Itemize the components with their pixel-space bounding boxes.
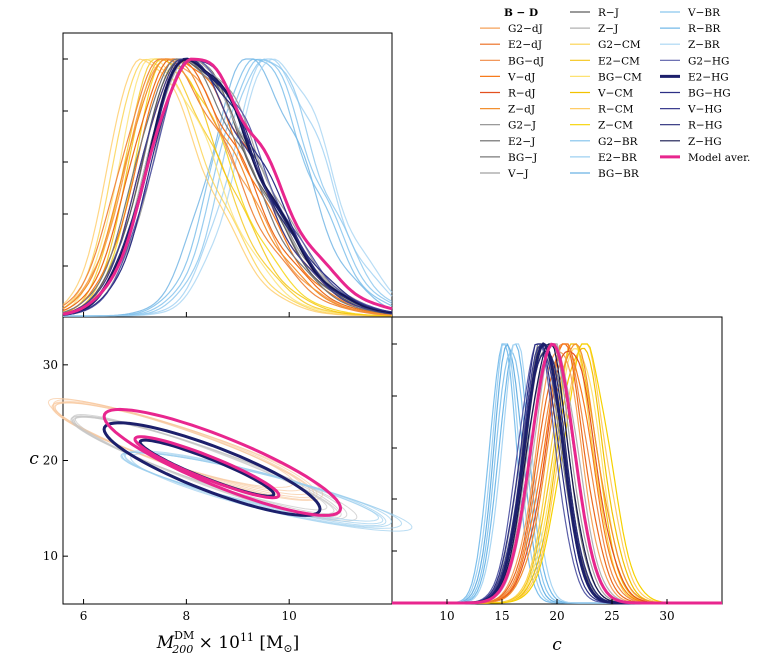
legend-label-z-br: Z−BR <box>688 39 721 51</box>
mass-curve-z-hg <box>62 58 393 316</box>
legend-label-r-dj: R−dJ <box>508 88 536 100</box>
joint-contour-group <box>47 398 413 532</box>
axis-ticks: 6 8 10 10 20 30 10 15 20 25 30 <box>43 58 675 623</box>
mass-curve-bg-cm <box>62 58 393 317</box>
c-xtick-label-30: 30 <box>659 609 674 623</box>
joint-xtick-label-6: 6 <box>80 609 88 623</box>
legend-label-e2-br: E2−BR <box>598 152 638 164</box>
legend-label-e2-dj: E2−dJ <box>508 39 542 51</box>
mass-curve-bg-dj <box>62 58 393 316</box>
legend-title: B − D <box>504 7 538 19</box>
contour-model-aver-inner <box>133 435 281 500</box>
mass-marginal-curves <box>62 57 393 317</box>
legend-label-z-j: Z−J <box>598 23 618 35</box>
legend-label-r-cm: R−CM <box>598 104 634 116</box>
legend-label-r-hg: R−HG <box>688 120 722 132</box>
contour-dj-cm-outer-4 <box>51 402 318 500</box>
legend-label-v-br: V−BR <box>687 7 721 19</box>
joint-ytick-label-20: 20 <box>43 454 58 468</box>
contour-e2-hg-outer <box>102 421 322 517</box>
mass-curve-e2-dj <box>62 58 393 316</box>
c-curve-cm-3 <box>392 347 722 604</box>
legend-label-e2-cm: E2−CM <box>598 55 640 67</box>
c-xtick-label-15: 15 <box>494 609 509 623</box>
legend-label-g2-br: G2−BR <box>598 136 639 148</box>
legend-label-model-aver-: Model aver. <box>688 152 750 164</box>
contour-j-outer-3 <box>70 416 342 519</box>
joint-xtick-label-10: 10 <box>282 609 297 623</box>
legend-label-r-j: R−J <box>598 7 619 19</box>
c-xtick-label-20: 20 <box>549 609 564 623</box>
contour-br-outer-5 <box>130 452 413 532</box>
x-axis-label-c: c <box>552 635 562 655</box>
legend-label-r-br: R−BR <box>688 23 721 35</box>
contour-j-outer-2 <box>72 416 339 517</box>
joint-ytick-label-30: 30 <box>43 358 58 372</box>
legend-label-g2-hg: G2−HG <box>688 55 729 67</box>
mass-curve-r-cm <box>62 58 392 317</box>
legend-label-z-cm: Z−CM <box>598 120 633 132</box>
mass-curve-z-cm <box>62 58 393 317</box>
concentration-marginal-curves <box>392 342 722 605</box>
contour-j-outer-5 <box>74 415 358 522</box>
legend-label-v-j: V−J <box>507 168 529 180</box>
joint-xtick-label-8: 8 <box>183 609 191 623</box>
mass-curve-bg-j <box>62 58 393 315</box>
mass-curve-g2-dj <box>62 58 393 316</box>
mass-curve-model-aver- <box>62 57 393 316</box>
x-axis-label-mass: MDM 200 × 1011 [M⊙] <box>156 629 300 656</box>
mass-curve-z-dj <box>62 58 393 316</box>
legend: B − D G2−dJ E2−dJ BG−dJ V−dJ R−dJ Z−dJ G2−J E2−J… <box>480 7 750 180</box>
contour-model-aver-outer <box>102 407 343 517</box>
legend-label-g2-j: G2−J <box>508 120 536 132</box>
legend-label-v-hg: V−HG <box>687 104 722 116</box>
legend-label-v-dj: V−dJ <box>507 71 535 83</box>
c-curve-cm-2 <box>392 347 722 604</box>
c-xtick-label-10: 10 <box>439 609 454 623</box>
mass-curve-r-hg <box>62 58 393 315</box>
contour-dj-cm-outer-3 <box>52 402 315 499</box>
legend-label-bg-j: BG−J <box>508 152 537 164</box>
legend-label-bg-dj: BG−dJ <box>508 55 544 67</box>
legend-label-g2-cm: G2−CM <box>598 39 641 51</box>
legend-label-bg-cm: BG−CM <box>598 71 642 83</box>
joint-ytick-label-10: 10 <box>43 549 58 563</box>
contour-dj-cm-outer-1 <box>52 399 304 492</box>
c-xtick-label-25: 25 <box>604 609 619 623</box>
contour-dj-cm-outer-2 <box>54 401 311 495</box>
panel-joint-contours <box>62 316 393 605</box>
legend-label-e2-hg: E2−HG <box>688 71 729 83</box>
contour-dj-cm-outer-5 <box>52 401 324 502</box>
legend-label-z-hg: Z−HG <box>688 136 722 148</box>
mass-curve-v-hg <box>62 58 393 315</box>
legend-label-g2-dj: G2−dJ <box>508 23 543 35</box>
legend-label-e2-j: E2−J <box>508 136 535 148</box>
contour-j-outer-1 <box>74 415 335 515</box>
y-axis-label-c: c <box>29 449 39 469</box>
mass-curve-z-br <box>63 58 393 317</box>
mass-curve-v-cm <box>62 58 393 317</box>
legend-label-bg-br: BG−BR <box>598 168 640 180</box>
legend-label-v-cm: V−CM <box>597 88 633 100</box>
legend-label-bg-hg: BG−HG <box>688 88 731 100</box>
legend-label-z-dj: Z−dJ <box>508 104 535 116</box>
mass-curve-v-dj <box>62 58 393 315</box>
